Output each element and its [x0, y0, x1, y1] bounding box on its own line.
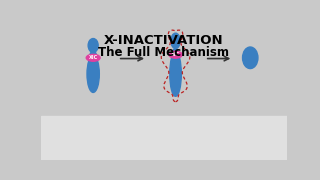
- Bar: [41, 116, 287, 160]
- Bar: [41, 22, 287, 116]
- Ellipse shape: [86, 54, 100, 61]
- Text: XIC: XIC: [89, 55, 98, 60]
- Text: XIC: XIC: [171, 52, 180, 57]
- Ellipse shape: [173, 49, 178, 55]
- Ellipse shape: [87, 55, 99, 93]
- Ellipse shape: [170, 52, 181, 96]
- Ellipse shape: [171, 33, 180, 49]
- Ellipse shape: [88, 39, 98, 52]
- Text: The Full Mechanism: The Full Mechanism: [99, 46, 229, 59]
- Ellipse shape: [90, 52, 96, 58]
- Ellipse shape: [243, 47, 258, 69]
- Text: X-INACTIVATION: X-INACTIVATION: [104, 34, 224, 47]
- Ellipse shape: [169, 51, 182, 58]
